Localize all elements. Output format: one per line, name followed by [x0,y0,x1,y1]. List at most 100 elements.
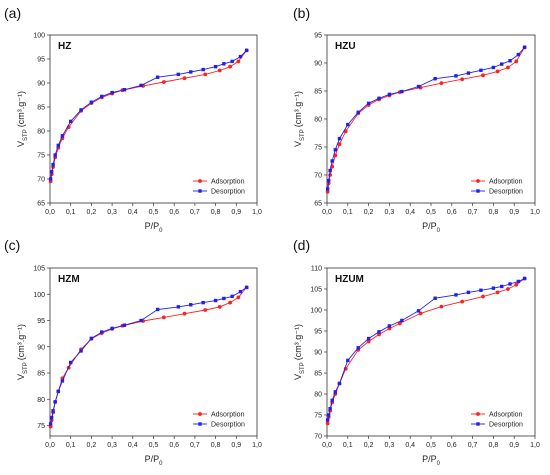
x-tick-label: 0,5 [426,209,436,216]
x-tick-label: 0,1 [343,442,353,449]
y-tick-label: 100 [33,33,45,40]
desorption-point [325,187,330,191]
desorption-point [189,70,193,74]
x-tick-label: 0,2 [87,442,97,449]
legend-label: Desorption [489,189,523,196]
y-tick-label: 85 [37,105,45,112]
adsorption-point [325,189,330,194]
adsorption-point [506,65,510,70]
legend-marker [476,412,480,416]
desorption-point [479,288,483,292]
desorption-point [222,62,226,66]
desorption-point [230,59,234,64]
y-tick-label: 80 [314,392,322,399]
y-tick-label: 90 [314,61,322,68]
desorption-point [189,303,193,307]
desorption-point [89,100,94,104]
adsorption-point [337,142,342,147]
desorption-point [56,389,60,394]
y-axis-label: VSTP(cm³.g⁻¹) [293,91,306,147]
desorption-point [201,67,205,72]
x-tick-label: 0,7 [468,442,478,449]
desorption-point [328,407,332,411]
x-tick-label: 0,4 [405,209,415,216]
x-axis-label: P/P0 [422,221,441,234]
desorption-point [213,64,218,69]
y-axis-label: VSTP(cm³.g⁻¹) [293,324,306,380]
chart-panel-3: (c) HZM 0,0 0,1 0,2 0,3 0,4 0,5 0,6 0,7 0,8 0,9 1,0 7… [4,237,262,467]
desorption-point [356,346,360,350]
x-tick-label: 0,6 [447,209,457,216]
desorption-point [48,177,53,181]
x-axis-label: P/P0 [422,454,441,467]
legend-label: Adsorption [211,412,245,419]
adsorption-point [506,287,510,291]
desorption-point [366,336,371,341]
desorption-point [139,83,143,88]
desorption-point [356,110,360,114]
adsorption-point [161,80,166,84]
panel-title: HZM [58,274,80,285]
desorption-point [491,65,496,70]
adsorption-point [481,294,485,299]
y-tick-label: 105 [33,266,45,273]
adsorption-point [228,64,232,69]
adsorption-point [182,76,187,81]
series-line-desorption [50,287,247,424]
adsorption-point [514,282,519,287]
desorption-point [139,318,143,323]
x-tick-label: 0,4 [128,209,138,216]
desorption-point [508,282,512,286]
panel-title: HZ [58,41,71,52]
series-line-adsorption [50,287,247,427]
y-tick-label: 95 [37,57,45,64]
x-tick-label: 0,1 [343,209,353,216]
desorption-point [416,84,421,89]
desorption-point [346,122,350,127]
desorption-point [366,101,371,106]
x-tick-label: 0,5 [149,442,159,449]
desorption-point [522,45,527,50]
y-tick-label: 105 [310,287,322,294]
desorption-point [454,74,458,78]
legend-label: Adsorption [211,179,245,186]
series-line-adsorption [327,47,525,192]
desorption-point [466,290,471,295]
panel-label: (c) [4,237,20,253]
x-tick-label: 0,8 [489,209,499,216]
desorption-point [491,286,496,290]
x-tick-label: 0,8 [489,442,499,449]
x-tick-label: 0,2 [364,442,374,449]
panel-label: (d) [293,237,310,253]
adsorption-point [182,311,187,316]
desorption-point [433,76,437,81]
desorption-point [100,94,104,99]
x-tick-label: 0,6 [169,209,179,216]
y-tick-label: 65 [314,201,322,208]
desorption-point [516,52,521,57]
legend-label: Adsorption [489,412,523,419]
adsorption-point [439,304,444,309]
chart-panel-2: (b) HZU 0,0 0,1 0,2 0,3 0,4 0,5 0,6 0,7 0,8 0,9 1,0 6… [293,5,540,234]
desorption-point [500,284,504,289]
y-axis-label: VSTP(cm³.g⁻¹) [16,324,29,380]
x-tick-label: 0,9 [509,442,519,449]
desorption-point [433,296,437,300]
desorption-point [201,300,205,305]
desorption-point [230,294,234,299]
desorption-point [377,96,381,100]
y-tick-label: 75 [314,413,322,420]
panel-title: HZU [335,41,356,52]
adsorption-point [366,339,371,344]
desorption-point [516,279,521,284]
adsorption-point [514,59,519,64]
y-tick-label: 90 [314,350,322,357]
desorption-point [244,285,249,290]
x-tick-label: 0,3 [385,209,395,216]
y-tick-label: 100 [33,292,45,299]
desorption-point [387,324,392,328]
x-tick-label: 0,5 [426,442,436,449]
x-tick-label: 1,0 [530,209,540,216]
y-tick-label: 75 [37,153,45,160]
desorption-point [330,159,334,163]
